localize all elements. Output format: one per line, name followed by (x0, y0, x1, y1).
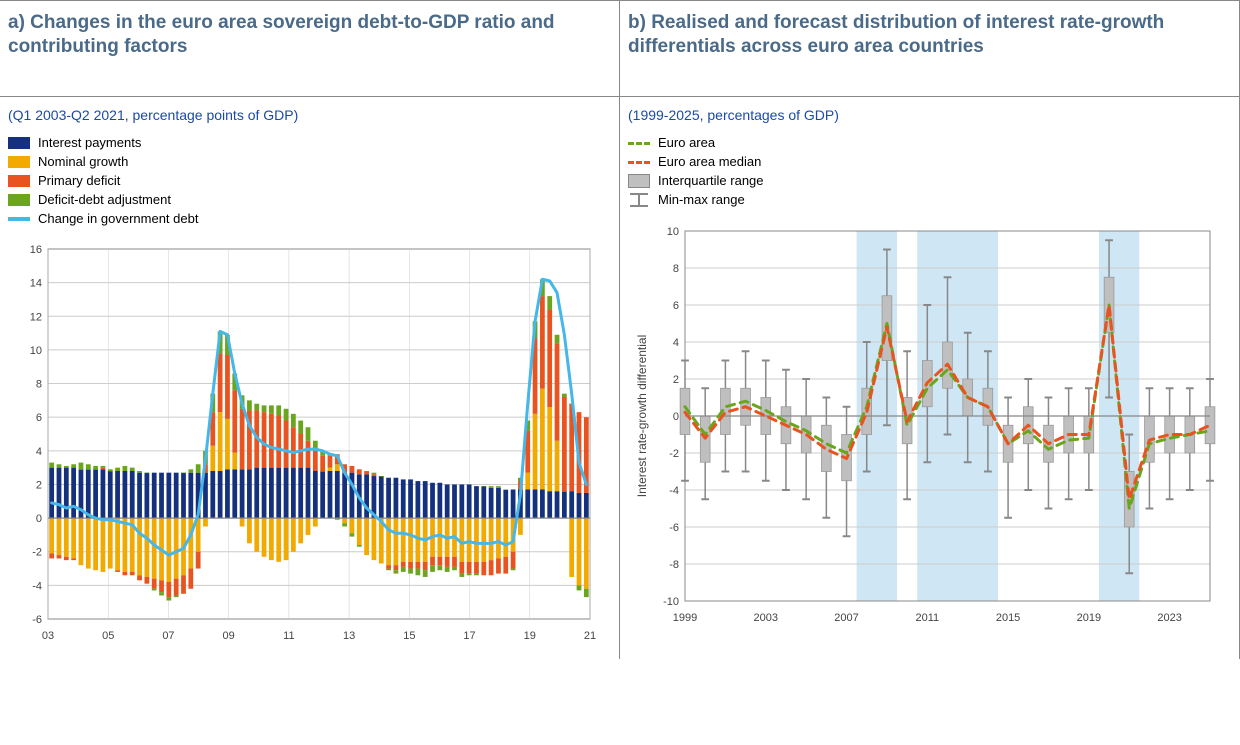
legend-item-dda: Deficit-debt adjustment (8, 192, 611, 209)
svg-text:6: 6 (673, 300, 679, 312)
svg-text:2011: 2011 (915, 612, 939, 624)
legend-item-wh: Min-max range (628, 192, 1231, 209)
legend-swatch (8, 194, 30, 206)
legend-swatch (8, 175, 30, 187)
svg-text:4: 4 (36, 446, 42, 458)
panel-a: a) Changes in the euro area sovereign de… (0, 0, 620, 659)
legend-label: Min-max range (658, 192, 745, 209)
legend-item-debt: Change in government debt (8, 211, 611, 228)
svg-text:6: 6 (36, 413, 42, 425)
svg-text:07: 07 (162, 630, 174, 642)
svg-text:-4: -4 (669, 485, 679, 497)
svg-text:19: 19 (524, 630, 536, 642)
svg-text:09: 09 (223, 630, 235, 642)
svg-text:Interest rate-growth different: Interest rate-growth differential (635, 334, 649, 497)
legend-label: Euro area median (658, 154, 761, 171)
svg-text:1999: 1999 (673, 612, 697, 624)
legend-swatch (8, 137, 30, 149)
legend-dashed-swatch (628, 142, 650, 145)
legend-swatch (8, 156, 30, 168)
svg-text:4: 4 (673, 337, 679, 349)
legend-item-interest: Interest payments (8, 135, 611, 152)
svg-text:2003: 2003 (754, 612, 778, 624)
svg-text:-2: -2 (32, 547, 42, 559)
svg-text:8: 8 (36, 379, 42, 391)
legend-label: Nominal growth (38, 154, 128, 171)
legend-box-swatch (628, 174, 650, 188)
legend-label: Change in government debt (38, 211, 198, 228)
svg-text:2007: 2007 (834, 612, 858, 624)
svg-text:8: 8 (673, 263, 679, 275)
legend-item-ea: Euro area (628, 135, 1231, 152)
svg-text:13: 13 (343, 630, 355, 642)
svg-text:2: 2 (36, 480, 42, 492)
panel-b-subtitle: (1999-2025, percentages of GDP) (620, 97, 1239, 129)
svg-text:14: 14 (30, 278, 42, 290)
svg-text:-2: -2 (669, 448, 679, 460)
svg-text:-8: -8 (669, 559, 679, 571)
panel-b-chart: -10 -8 -6 -4 -2 0 2 4 6 8 10 1999 2003 2007 2011 2015 20… (620, 221, 1239, 641)
svg-text:-6: -6 (32, 614, 42, 626)
legend-item-primary: Primary deficit (8, 173, 611, 190)
legend-label: Euro area (658, 135, 715, 152)
legend-item-med: Euro area median (628, 154, 1231, 171)
panel-a-title: a) Changes in the euro area sovereign de… (0, 1, 619, 97)
svg-text:12: 12 (30, 312, 42, 324)
svg-text:16: 16 (30, 244, 42, 256)
svg-text:2015: 2015 (996, 612, 1020, 624)
panel-b-legend: Euro area Euro area median Interquartile r… (620, 129, 1239, 221)
legend-dashed-swatch (628, 161, 650, 164)
legend-label: Interquartile range (658, 173, 764, 190)
svg-text:21: 21 (584, 630, 596, 642)
svg-text:15: 15 (403, 630, 415, 642)
legend-item-growth: Nominal growth (8, 154, 611, 171)
svg-text:2023: 2023 (1157, 612, 1181, 624)
legend-line-swatch (8, 217, 30, 221)
svg-text:10: 10 (667, 226, 679, 238)
svg-text:03: 03 (42, 630, 54, 642)
panel-b-title: b) Realised and forecast distribution of… (620, 1, 1239, 97)
svg-text:2019: 2019 (1077, 612, 1101, 624)
svg-text:-4: -4 (32, 581, 42, 593)
panel-b: b) Realised and forecast distribution of… (620, 0, 1240, 659)
legend-label: Deficit-debt adjustment (38, 192, 171, 209)
svg-text:-10: -10 (663, 596, 679, 608)
svg-text:11: 11 (283, 630, 294, 642)
panel-a-legend: Interest payments Nominal growth Primary d… (0, 129, 619, 239)
svg-text:0: 0 (36, 514, 42, 526)
svg-text:17: 17 (463, 630, 475, 642)
panel-a-chart: -6 -4 -2 0 2 4 6 8 10 12 14 16 03 05 07 09 11 13 15 17 19 21 (0, 239, 619, 659)
svg-text:05: 05 (102, 630, 114, 642)
legend-label: Interest payments (38, 135, 141, 152)
legend-label: Primary deficit (38, 173, 120, 190)
legend-whisker-swatch (628, 193, 650, 207)
svg-text:10: 10 (30, 345, 42, 357)
svg-text:-6: -6 (669, 522, 679, 534)
panel-a-subtitle: (Q1 2003-Q2 2021, percentage points of G… (0, 97, 619, 129)
legend-item-iqr: Interquartile range (628, 173, 1231, 190)
svg-text:0: 0 (673, 411, 679, 423)
svg-text:2: 2 (673, 374, 679, 386)
